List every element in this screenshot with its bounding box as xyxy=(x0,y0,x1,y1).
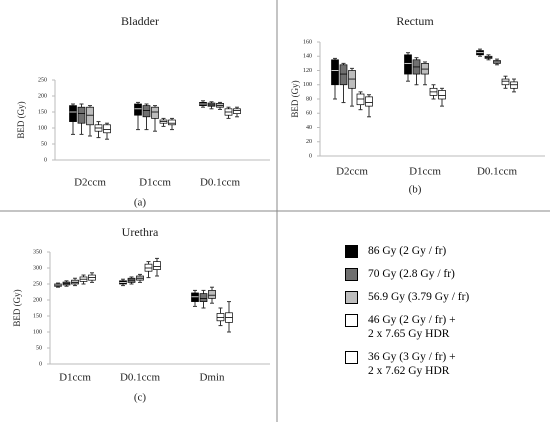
legend-label: 86 Gy (2 Gy / fr) xyxy=(368,245,447,257)
box xyxy=(216,313,225,322)
y-tick-label: 300 xyxy=(33,265,42,271)
y-tick-label: 80 xyxy=(306,96,312,102)
legend-swatch xyxy=(345,268,358,281)
y-tick-label: 150 xyxy=(38,109,47,115)
y-tick-label: 100 xyxy=(303,82,312,88)
y-tick-label: 160 xyxy=(303,39,312,45)
x-tick-label: D2ccm xyxy=(74,177,106,189)
chart-title: Urethra xyxy=(122,225,159,239)
x-tick-label: D0.1ccm xyxy=(477,166,517,178)
y-tick-label: 250 xyxy=(38,77,47,83)
box xyxy=(208,290,216,299)
legend-label: 70 Gy (2.8 Gy / fr) xyxy=(368,268,455,280)
y-tick-label: 20 xyxy=(306,139,312,145)
y-tick-label: 150 xyxy=(33,313,42,319)
box xyxy=(168,119,176,126)
y-tick-label: 250 xyxy=(33,281,42,287)
y-tick-label: 200 xyxy=(38,93,47,99)
box xyxy=(339,64,348,86)
y-tick-label: 60 xyxy=(306,111,312,117)
y-axis-label: BED (Gy) xyxy=(16,101,26,138)
legend-swatch xyxy=(345,314,358,327)
box xyxy=(77,106,86,124)
y-axis-label: BED (Gy) xyxy=(290,80,300,117)
legend-swatch xyxy=(345,291,358,304)
box xyxy=(151,106,159,119)
y-tick-label: 120 xyxy=(303,68,312,74)
legend-label: 56.9 Gy (3.79 Gy / fr) xyxy=(368,291,470,303)
x-tick-label: D1ccm xyxy=(139,177,171,189)
box xyxy=(438,90,446,100)
y-tick-label: 50 xyxy=(41,141,47,147)
y-tick-label: 0 xyxy=(39,361,42,367)
caption: (a) xyxy=(134,197,147,209)
y-tick-label: 0 xyxy=(44,157,47,163)
box xyxy=(233,108,241,114)
legend-label: 36 Gy (3 Gy / fr) + 2 x 7.62 Gy HDR xyxy=(368,351,456,377)
x-tick-label: Dmin xyxy=(199,372,225,384)
legend-label: 46 Gy (2 Gy / fr) + 2 x 7.65 Gy HDR xyxy=(368,314,456,340)
legend-swatch xyxy=(345,245,358,258)
box xyxy=(365,96,373,107)
y-tick-label: 100 xyxy=(33,329,42,335)
box xyxy=(153,261,161,270)
x-tick-label: D1ccm xyxy=(59,372,91,384)
box xyxy=(331,59,339,86)
x-tick-label: D0.1ccm xyxy=(120,372,160,384)
box xyxy=(134,103,142,116)
x-tick-label: D1ccm xyxy=(409,166,441,178)
y-tick-label: 200 xyxy=(33,297,42,303)
box xyxy=(404,54,412,75)
caption: (b) xyxy=(409,184,422,196)
box xyxy=(191,292,199,302)
box xyxy=(142,105,151,118)
y-tick-label: 0 xyxy=(309,153,312,159)
y-tick-label: 100 xyxy=(38,125,47,131)
box xyxy=(69,105,77,122)
y-tick-label: 350 xyxy=(33,249,42,255)
box xyxy=(199,293,208,302)
box xyxy=(103,124,111,134)
y-tick-label: 40 xyxy=(306,125,312,131)
legend-item: 46 Gy (2 Gy / fr) + 2 x 7.65 Gy HDR xyxy=(345,313,545,341)
box xyxy=(501,78,510,86)
caption: (c) xyxy=(134,392,147,404)
y-tick-label: 50 xyxy=(36,345,42,351)
box xyxy=(86,106,94,126)
legend-item: 86 Gy (2 Gy / fr) xyxy=(345,244,545,258)
y-axis-label: BED (Gy) xyxy=(12,289,22,326)
legend-item: 56.9 Gy (3.79 Gy / fr) xyxy=(345,290,545,304)
legend-swatch xyxy=(345,351,358,364)
chart-title: Rectum xyxy=(396,14,434,28)
legend-item: 70 Gy (2.8 Gy / fr) xyxy=(345,267,545,281)
x-tick-label: D2ccm xyxy=(336,166,368,178)
y-tick-label: 140 xyxy=(303,54,312,60)
legend: 86 Gy (2 Gy / fr) 70 Gy (2.8 Gy / fr) 56.9… xyxy=(345,244,545,387)
chart-title: Bladder xyxy=(121,14,159,28)
legend-item: 36 Gy (3 Gy / fr) + 2 x 7.62 Gy HDR xyxy=(345,350,545,378)
x-tick-label: D0.1ccm xyxy=(200,177,240,189)
